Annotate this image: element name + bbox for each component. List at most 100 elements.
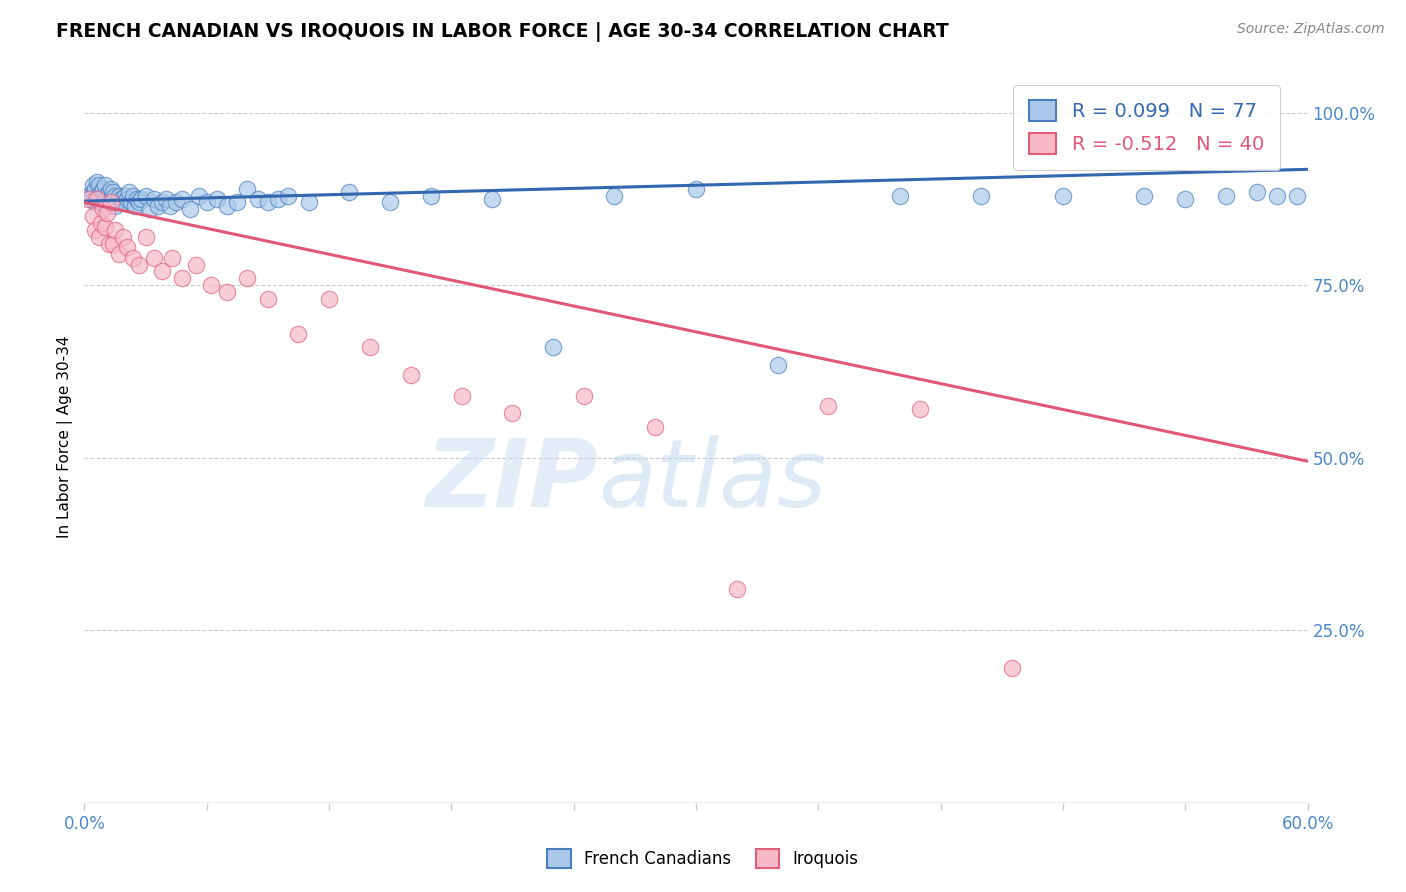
Point — [128, 195, 150, 210]
Point — [96, 199, 118, 213]
Point — [725, 582, 748, 596]
Point — [131, 192, 153, 206]
Point — [889, 188, 911, 202]
Point — [257, 292, 280, 306]
Point — [138, 202, 160, 217]
Point — [420, 188, 443, 202]
Point — [603, 188, 626, 202]
Point — [543, 340, 565, 354]
Point — [79, 192, 101, 206]
Point — [83, 182, 105, 196]
Point — [380, 195, 402, 210]
Point — [1001, 661, 1024, 675]
Point — [246, 192, 269, 206]
Point — [97, 185, 120, 199]
Point — [86, 188, 108, 202]
Legend: French Canadians, Iroquois: French Canadians, Iroquois — [540, 843, 866, 875]
Point — [104, 188, 127, 202]
Point — [135, 230, 157, 244]
Point — [101, 236, 124, 251]
Point — [93, 178, 115, 193]
Point — [217, 199, 239, 213]
Point — [257, 195, 280, 210]
Point — [82, 185, 104, 199]
Point — [77, 188, 100, 202]
Point — [101, 185, 124, 199]
Point — [187, 188, 209, 202]
Point — [359, 340, 381, 354]
Point — [179, 202, 201, 217]
Point — [110, 192, 132, 206]
Point — [91, 182, 114, 196]
Point — [82, 178, 104, 193]
Point — [77, 192, 100, 206]
Text: Source: ZipAtlas.com: Source: ZipAtlas.com — [1237, 22, 1385, 37]
Point — [205, 192, 228, 206]
Point — [91, 188, 114, 202]
Point — [128, 258, 150, 272]
Point — [135, 188, 157, 202]
Point — [122, 188, 145, 202]
Point — [172, 192, 194, 206]
Point — [217, 285, 239, 300]
Point — [120, 195, 142, 210]
Point — [399, 368, 422, 382]
Point — [450, 389, 472, 403]
Point — [1265, 188, 1288, 202]
Point — [124, 199, 146, 213]
Point — [195, 195, 218, 210]
Point — [1133, 188, 1156, 202]
Point — [172, 271, 194, 285]
Point — [159, 199, 181, 213]
Point — [90, 195, 112, 210]
Point — [104, 223, 127, 237]
Legend: R = 0.099   N = 77, R = -0.512   N = 40: R = 0.099 N = 77, R = -0.512 N = 40 — [1014, 85, 1279, 169]
Point — [118, 185, 141, 199]
Point — [817, 399, 839, 413]
Point — [502, 406, 524, 420]
Point — [93, 192, 115, 206]
Point — [91, 202, 114, 217]
Point — [90, 216, 112, 230]
Point — [200, 278, 222, 293]
Point — [104, 199, 127, 213]
Point — [112, 195, 135, 210]
Point — [97, 236, 120, 251]
Point — [87, 178, 110, 193]
Point — [226, 195, 249, 210]
Point — [108, 247, 131, 261]
Point — [83, 223, 105, 237]
Point — [142, 192, 165, 206]
Point — [1052, 188, 1074, 202]
Point — [97, 195, 120, 210]
Point — [127, 192, 149, 206]
Point — [146, 199, 169, 213]
Point — [150, 195, 173, 210]
Point — [1174, 192, 1197, 206]
Point — [100, 182, 122, 196]
Point — [155, 192, 177, 206]
Point — [1286, 188, 1309, 202]
Point — [287, 326, 309, 341]
Point — [318, 292, 340, 306]
Text: FRENCH CANADIAN VS IROQUOIS IN LABOR FORCE | AGE 30-34 CORRELATION CHART: FRENCH CANADIAN VS IROQUOIS IN LABOR FOR… — [56, 22, 949, 42]
Point — [112, 230, 135, 244]
Point — [970, 188, 993, 202]
Point — [101, 195, 124, 210]
Point — [910, 402, 932, 417]
Point — [236, 271, 259, 285]
Point — [267, 192, 290, 206]
Text: ZIP: ZIP — [425, 435, 598, 527]
Point — [298, 195, 321, 210]
Point — [96, 206, 118, 220]
Point — [339, 185, 361, 199]
Point — [186, 258, 208, 272]
Point — [150, 264, 173, 278]
Point — [100, 195, 122, 210]
Point — [236, 182, 259, 196]
Point — [277, 188, 299, 202]
Point — [90, 185, 112, 199]
Point — [1246, 185, 1268, 199]
Point — [115, 192, 138, 206]
Point — [82, 209, 104, 223]
